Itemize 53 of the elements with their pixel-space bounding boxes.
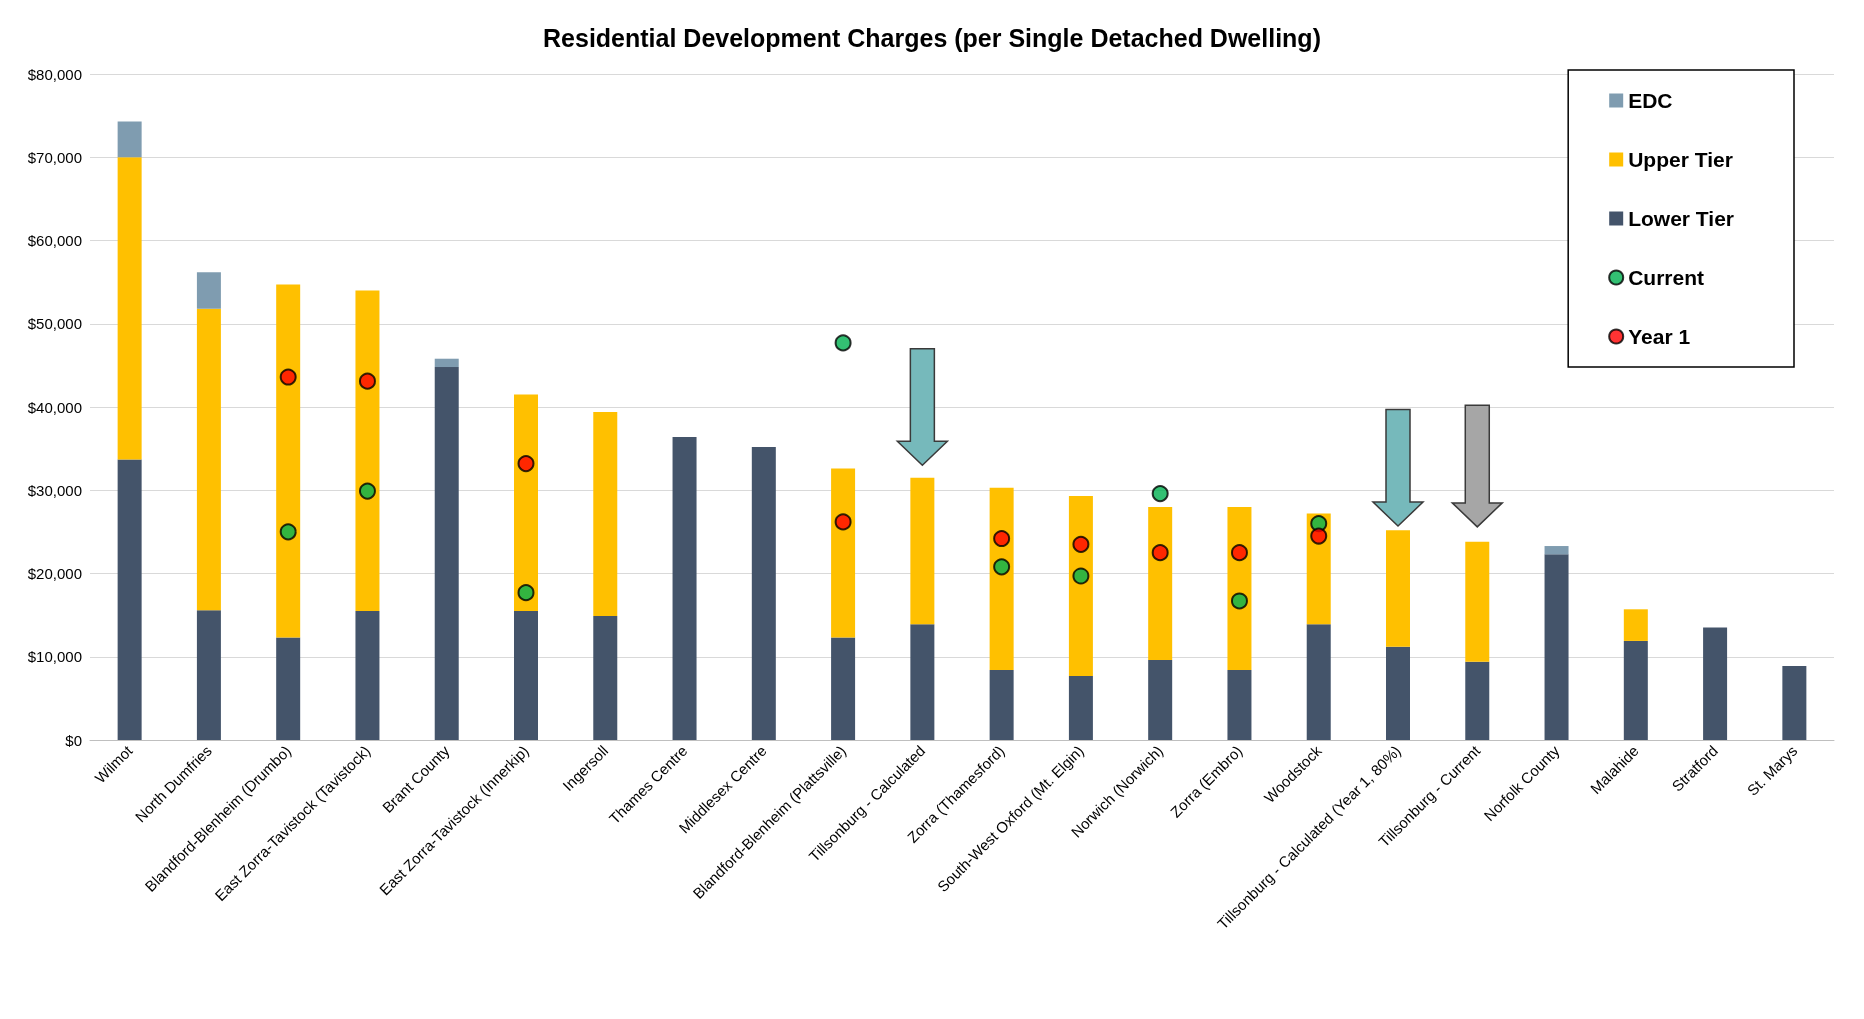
y-tick-label: $70,000: [27, 148, 82, 166]
bar: [1465, 541, 1490, 662]
bar: [1386, 646, 1410, 740]
bar: [1148, 506, 1173, 661]
legend-label: Current: [1628, 266, 1705, 289]
bar: [1623, 609, 1648, 641]
bar: [196, 272, 221, 309]
bar: [1703, 627, 1728, 740]
bar: [1227, 670, 1252, 740]
bar: [593, 412, 618, 616]
bar: [1782, 665, 1807, 740]
y-tick-label: $10,000: [27, 648, 82, 666]
y-tick-label: $30,000: [27, 481, 82, 499]
bar: [910, 624, 935, 740]
bar: [276, 284, 301, 638]
legend-label: Upper Tier: [1628, 148, 1733, 171]
y-tick-label: $60,000: [27, 232, 82, 249]
bar: [1623, 640, 1648, 740]
y-tick-label: $0: [65, 731, 82, 749]
bar: [1544, 554, 1569, 740]
legend-label: Year 1: [1628, 325, 1691, 348]
bar: [514, 610, 538, 740]
bar: [196, 610, 221, 740]
bar: [1465, 661, 1490, 740]
y-tick-label: $50,000: [27, 315, 82, 333]
bar: [831, 637, 856, 740]
legend-label: Lower Tier: [1628, 207, 1734, 230]
bar: [434, 358, 459, 368]
bar: [1068, 675, 1093, 740]
bar: [434, 367, 459, 740]
bar: [831, 468, 856, 638]
bar: [910, 477, 935, 625]
bar: [117, 459, 142, 740]
bar: [989, 670, 1014, 740]
bar: [355, 290, 380, 611]
y-tick-label: $80,000: [27, 65, 82, 83]
bar: [1386, 530, 1410, 647]
bar: [117, 121, 142, 158]
bar: [117, 157, 142, 460]
y-tick-label: $20,000: [27, 565, 82, 582]
bar: [1148, 660, 1173, 740]
y-tick-label: $40,000: [27, 398, 82, 416]
bar: [514, 394, 538, 611]
bar: [196, 308, 221, 611]
bar: [593, 615, 618, 740]
legend-label: EDC: [1628, 89, 1673, 112]
bar: [1306, 624, 1331, 740]
chart-title: Residential Development Charges (per Single Detached Dwelling): [543, 23, 1321, 52]
bar: [1544, 546, 1569, 555]
bar: [355, 610, 380, 740]
bar: [751, 446, 776, 740]
bar: [276, 637, 301, 740]
bar: [672, 436, 697, 740]
